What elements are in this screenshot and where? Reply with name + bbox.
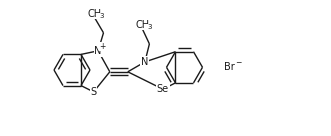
Text: CH: CH [135,20,149,30]
Text: −: − [235,58,242,67]
Text: CH: CH [87,9,102,18]
Text: +: + [99,42,105,51]
Text: Se: Se [157,84,169,94]
Text: N: N [94,46,102,56]
Text: 3: 3 [147,24,152,30]
Text: S: S [91,87,97,97]
Text: N: N [141,57,149,67]
Text: Br: Br [224,62,235,72]
Text: 3: 3 [99,13,104,18]
